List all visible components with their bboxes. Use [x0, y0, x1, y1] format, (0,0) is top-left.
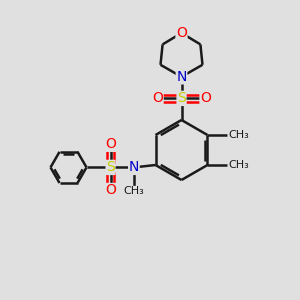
- Text: O: O: [176, 26, 187, 40]
- Text: CH₃: CH₃: [229, 130, 249, 140]
- Text: O: O: [105, 184, 116, 197]
- Text: O: O: [105, 137, 116, 151]
- Text: N: N: [129, 160, 139, 174]
- Text: N: N: [176, 70, 187, 84]
- Text: S: S: [106, 160, 115, 174]
- Text: O: O: [152, 92, 163, 105]
- Text: CH₃: CH₃: [124, 186, 144, 197]
- Text: CH₃: CH₃: [229, 160, 249, 170]
- Text: S: S: [177, 92, 186, 105]
- Text: O: O: [200, 92, 211, 105]
